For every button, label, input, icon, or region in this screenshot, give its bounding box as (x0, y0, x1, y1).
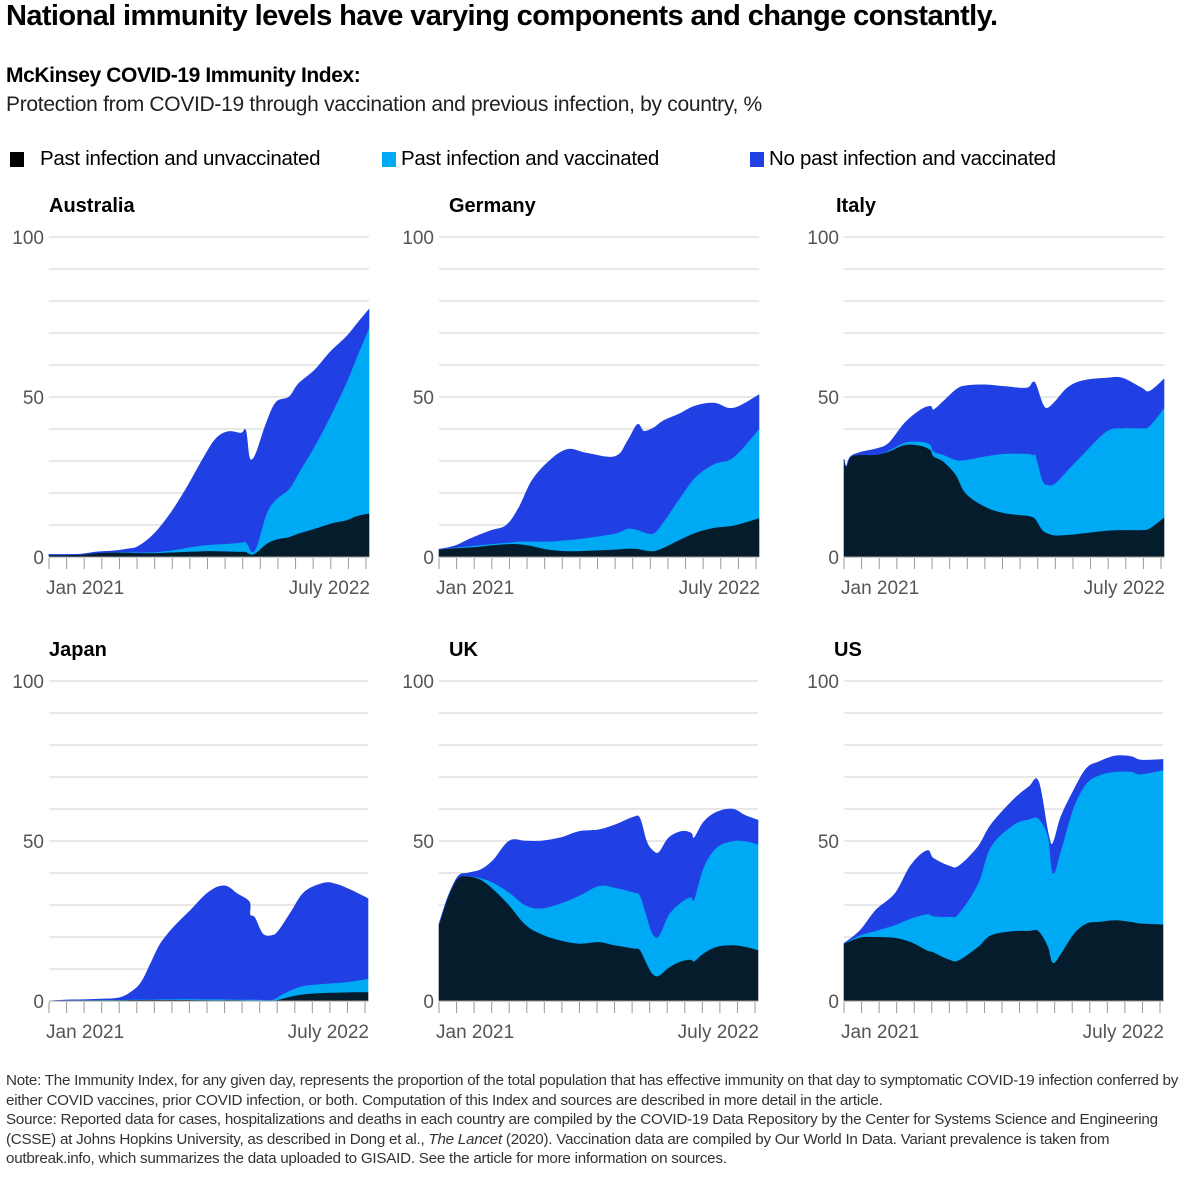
y-tick-label: 100 (402, 228, 434, 249)
x-tick-label: July 2022 (289, 578, 370, 599)
y-tick-label: 0 (423, 992, 434, 1013)
y-tick-label: 50 (23, 832, 44, 853)
chart-title: McKinsey COVID-19 Immunity Index: (6, 64, 361, 87)
small-multiples-charts: Australia 0 50 100 Jan 2021 July 2022 Germany 0… (12, 195, 1165, 1043)
legend-item-past-infection-unvaccinated: Past infection and unvaccinated (10, 147, 320, 171)
panel-title: UK (449, 639, 478, 661)
panel-title: Japan (49, 639, 107, 661)
chart-panel-uk: UK 0 50 100 Jan 2021 July 2022 (402, 639, 759, 1043)
x-tick-label: Jan 2021 (436, 1022, 514, 1043)
panel-title: Australia (49, 195, 135, 217)
y-tick-label: 100 (807, 672, 839, 693)
headline: National immunity levels have varying co… (6, 0, 998, 32)
y-tick-label: 0 (828, 992, 839, 1013)
y-tick-label: 50 (413, 388, 434, 409)
x-tick-label: July 2022 (1083, 1022, 1164, 1043)
footnote-note: Note: The Immunity Index, for any given … (6, 1072, 1179, 1109)
footnote: Note: The Immunity Index, for any given … (6, 1071, 1196, 1169)
area-no-past-infection-and-vaccinated (48, 308, 370, 556)
x-tick-label: Jan 2021 (46, 1022, 124, 1043)
x-tick-label: July 2022 (288, 1022, 369, 1043)
panel-title: US (834, 639, 862, 661)
legend-item-past-infection-vaccinated: Past infection and vaccinated (382, 147, 659, 171)
legend-swatch (382, 151, 396, 167)
x-tick-label: July 2022 (1084, 578, 1165, 599)
footnote-source-text: Source: Reported data for cases, hospita… (6, 1111, 1158, 1148)
y-tick-label: 0 (33, 992, 44, 1013)
y-tick-label: 50 (23, 388, 44, 409)
y-tick-label: 0 (423, 548, 434, 569)
legend-label: Past infection and unvaccinated (40, 147, 321, 170)
x-tick-label: Jan 2021 (46, 578, 124, 599)
legend-swatch (750, 151, 764, 167)
legend-label: Past infection and vaccinated (401, 147, 659, 170)
legend-label: No past infection and vaccinated (769, 147, 1056, 170)
y-tick-label: 100 (12, 672, 44, 693)
x-tick-label: July 2022 (679, 578, 760, 599)
y-tick-label: 0 (828, 548, 839, 569)
y-tick-label: 50 (413, 832, 434, 853)
legend-swatch (10, 151, 24, 167)
chart-panel-italy: Italy 0 50 100 Jan 2021 July 2022 (807, 195, 1165, 599)
chart-panel-germany: Germany 0 50 100 Jan 2021 July 2022 (402, 195, 760, 599)
area-no-past-infection-and-vaccinated (438, 394, 760, 550)
y-tick-label: 100 (807, 228, 839, 249)
x-tick-label: Jan 2021 (841, 1022, 919, 1043)
x-tick-label: July 2022 (678, 1022, 759, 1043)
y-tick-label: 50 (818, 832, 839, 853)
chart-panel-us: US 0 50 100 Jan 2021 July 2022 (807, 639, 1164, 1043)
legend: Past infection and unvaccinated Past inf… (10, 147, 1200, 175)
x-tick-label: Jan 2021 (841, 578, 919, 599)
chart-subtitle: Protection from COVID-19 through vaccina… (6, 93, 762, 116)
panel-title: Italy (836, 195, 877, 217)
chart-panel-australia: Australia 0 50 100 Jan 2021 July 2022 (12, 195, 370, 599)
chart-panel-japan: Japan 0 50 100 Jan 2021 July 2022 (12, 639, 369, 1043)
footnote-source: Source: Reported data for cases, hospita… (6, 1110, 1196, 1169)
area-no-past-infection-and-vaccinated (843, 376, 1165, 486)
area-no-past-infection-and-vaccinated (843, 755, 1164, 944)
y-tick-label: 100 (402, 672, 434, 693)
y-tick-label: 50 (818, 388, 839, 409)
footnote-source-text-2: (2020). Vaccination data are compiled by… (6, 1130, 1110, 1168)
x-tick-label: Jan 2021 (436, 578, 514, 599)
y-tick-label: 0 (33, 548, 44, 569)
area-no-past-infection-and-vaccinated (48, 882, 369, 1002)
footnote-source-journal: The Lancet (428, 1130, 502, 1148)
panel-title: Germany (449, 195, 537, 217)
legend-item-no-past-infection-vaccinated: No past infection and vaccinated (750, 147, 1056, 171)
y-tick-label: 100 (12, 228, 44, 249)
area-no-past-infection-and-vaccinated (438, 808, 759, 938)
